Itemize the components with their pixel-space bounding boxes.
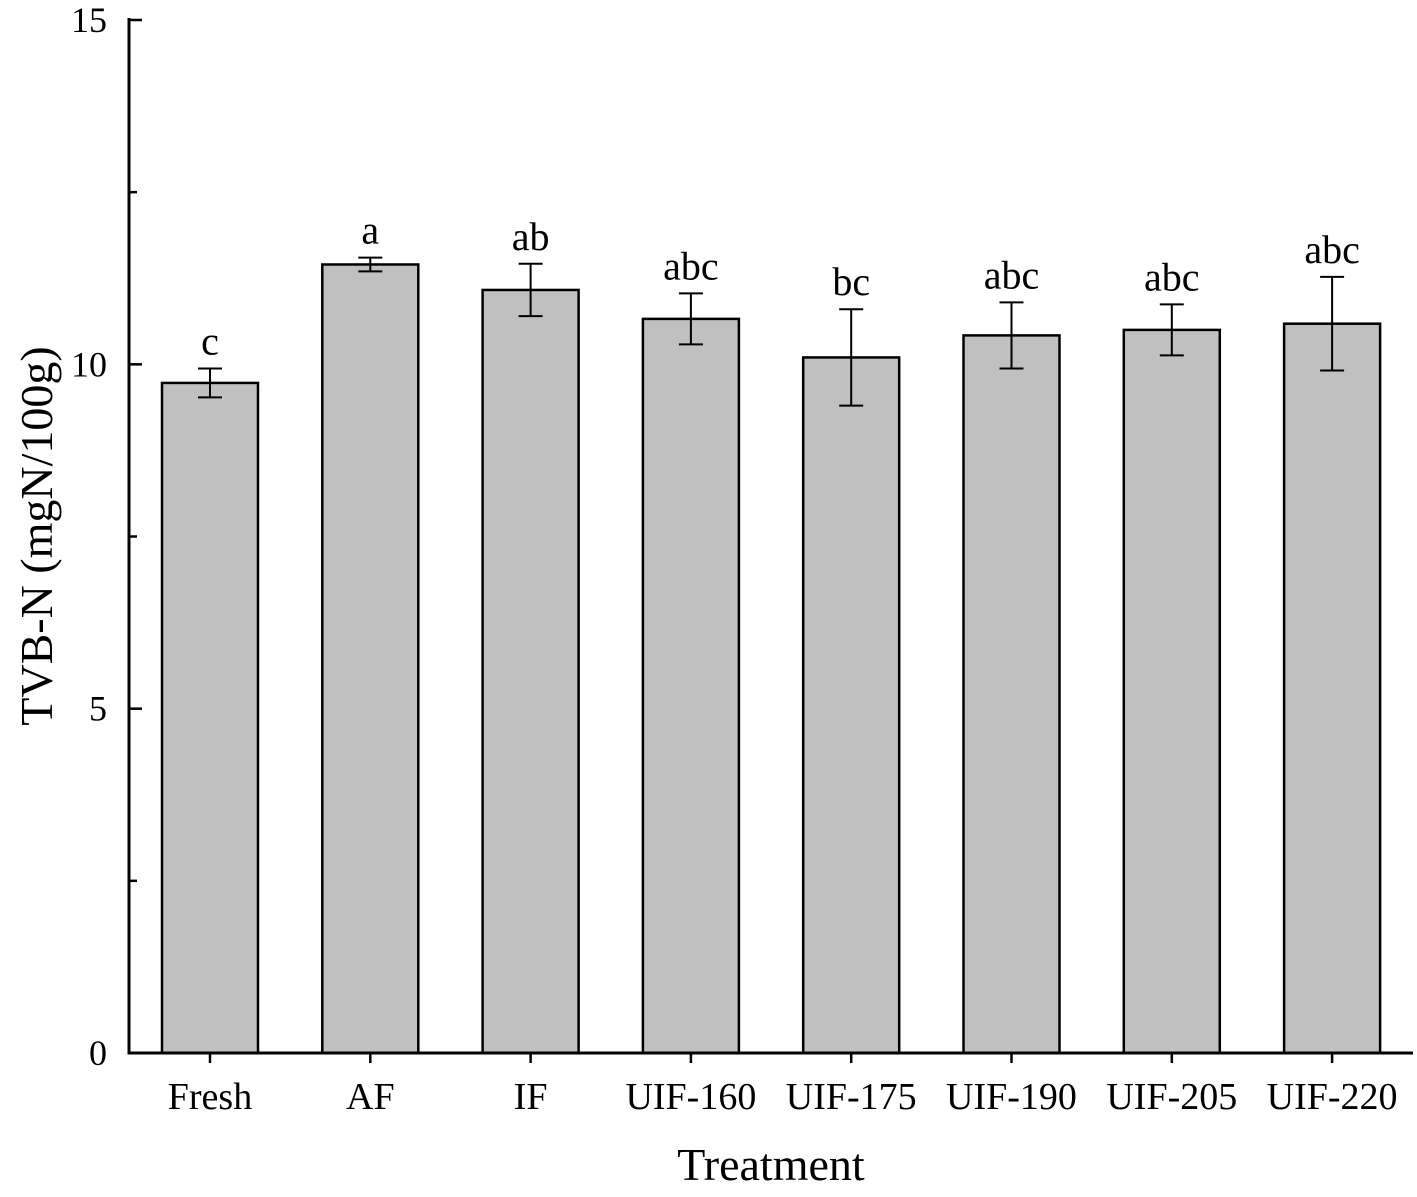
x-tick-label-uif-220: UIF-220 (1267, 1076, 1398, 1118)
bar-uif-205 (1122, 328, 1222, 1055)
y-tick-label-15: 15 (71, 0, 107, 40)
x-tick-label-uif-205: UIF-205 (1106, 1076, 1237, 1118)
x-axis-title: Treatment (677, 1139, 865, 1190)
bar-if (481, 288, 580, 1055)
significance-label-uif-160: abc (663, 243, 719, 288)
error-bar-uif-220 (1320, 275, 1345, 372)
x-tick-label-if: IF (514, 1076, 548, 1118)
significance-label-uif-190: abc (984, 252, 1040, 297)
error-bar-uif-205 (1159, 303, 1184, 357)
x-tick-label-fresh: Fresh (168, 1076, 252, 1118)
error-bar-if (518, 262, 543, 318)
x-tick-label-uif-160: UIF-160 (625, 1076, 756, 1118)
bar-fresh (160, 381, 260, 1055)
significance-label-uif-205: abc (1144, 254, 1200, 299)
x-tick-label-uif-175: UIF-175 (786, 1076, 917, 1118)
significance-label-if: ab (512, 214, 550, 259)
bar-uif-160 (641, 317, 741, 1055)
x-tick-label-af: AF (346, 1076, 395, 1118)
x-tick-label-uif-190: UIF-190 (946, 1076, 1077, 1118)
error-bar-uif-190 (999, 301, 1024, 370)
error-bar-fresh (198, 367, 222, 399)
y-tick-label-10: 10 (71, 344, 107, 384)
significance-label-uif-220: abc (1304, 227, 1360, 272)
error-bar-uif-160 (678, 292, 703, 346)
bar-uif-220 (1282, 322, 1382, 1055)
bars-layer (160, 263, 1382, 1055)
error-bar-uif-175 (839, 308, 864, 407)
bar-uif-190 (962, 334, 1061, 1055)
significance-label-fresh: c (201, 318, 219, 363)
significance-label-af: a (361, 208, 379, 253)
y-tick-label-5: 5 (89, 689, 107, 729)
error-bar-af (358, 256, 383, 273)
y-tick-label-0: 0 (89, 1033, 107, 1073)
error-bars-layer (198, 256, 1345, 407)
bar-uif-175 (801, 356, 901, 1055)
y-axis-title: TVB-N (mgN/100g) (11, 346, 62, 725)
significance-label-uif-175: bc (832, 259, 870, 304)
bar-af (321, 263, 420, 1055)
significance-labels-layer: c a ab abc bc abc abc abc (201, 208, 1360, 364)
ticks-layer: Fresh AF IF UIF-160 UIF-175 UIF-190 UIF-205 UIF… (71, 0, 1398, 1118)
